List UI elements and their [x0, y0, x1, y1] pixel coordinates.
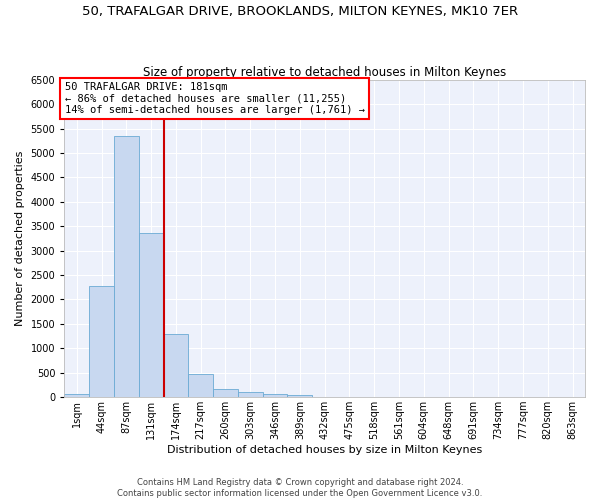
Bar	[213, 390, 238, 397]
Text: 50, TRAFALGAR DRIVE, BROOKLANDS, MILTON KEYNES, MK10 7ER: 50, TRAFALGAR DRIVE, BROOKLANDS, MILTON …	[82, 5, 518, 18]
Bar	[263, 394, 287, 397]
Bar	[114, 136, 139, 397]
Bar	[188, 374, 213, 397]
Bar	[89, 286, 114, 397]
Bar	[164, 334, 188, 397]
Title: Size of property relative to detached houses in Milton Keynes: Size of property relative to detached ho…	[143, 66, 506, 78]
Bar	[238, 392, 263, 397]
Bar	[139, 232, 164, 397]
Bar	[64, 394, 89, 397]
X-axis label: Distribution of detached houses by size in Milton Keynes: Distribution of detached houses by size …	[167, 445, 482, 455]
Text: 50 TRAFALGAR DRIVE: 181sqm
← 86% of detached houses are smaller (11,255)
14% of : 50 TRAFALGAR DRIVE: 181sqm ← 86% of deta…	[65, 82, 365, 116]
Text: Contains HM Land Registry data © Crown copyright and database right 2024.
Contai: Contains HM Land Registry data © Crown c…	[118, 478, 482, 498]
Y-axis label: Number of detached properties: Number of detached properties	[15, 150, 25, 326]
Bar	[287, 395, 312, 397]
